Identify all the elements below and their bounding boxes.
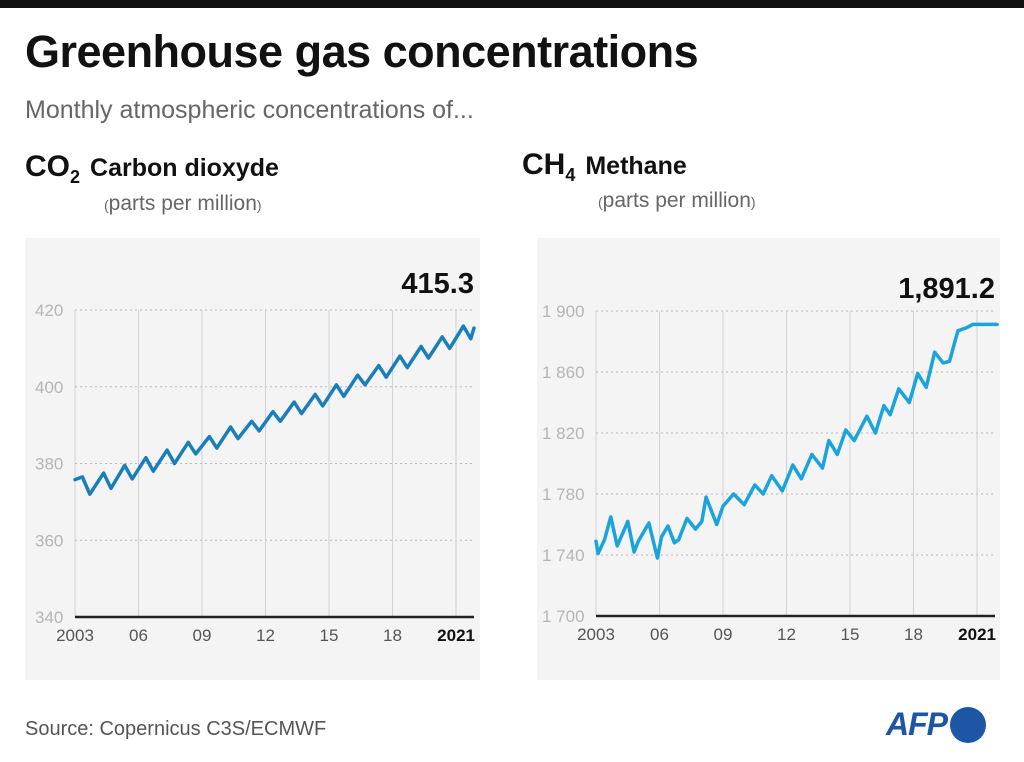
co2-chart-panel bbox=[25, 238, 480, 680]
ch4-name: Methane bbox=[585, 152, 687, 180]
co2-x-tick-label: 06 bbox=[129, 626, 148, 645]
ch4-y-tick-label: 1 700 bbox=[542, 607, 585, 626]
co2-x-tick-label: 2003 bbox=[56, 626, 94, 645]
co2-x-tick-label: 2021 bbox=[437, 626, 475, 645]
source-note: Source: Copernicus C3S/ECMWF bbox=[25, 718, 327, 740]
ch4-x-tick-label: 18 bbox=[904, 625, 923, 644]
co2-latest-value: 415.3 bbox=[401, 268, 474, 300]
top-bar bbox=[0, 0, 1024, 8]
ch4-x-tick-label: 12 bbox=[777, 625, 796, 644]
ch4-heading: CH4 Methane bbox=[522, 148, 687, 186]
co2-heading: CO2 Carbon dioxyde bbox=[25, 150, 279, 188]
co2-y-tick-label: 420 bbox=[35, 301, 63, 320]
co2-series-line bbox=[73, 324, 476, 496]
co2-y-tick-label: 360 bbox=[35, 531, 63, 550]
co2-name: Carbon dioxyde bbox=[90, 154, 279, 182]
ch4-series-line bbox=[594, 322, 999, 560]
co2-unit: (parts per million) bbox=[104, 192, 262, 215]
ch4-x-tick-label: 06 bbox=[650, 625, 669, 644]
ch4-y-tick-label: 1 820 bbox=[542, 424, 585, 443]
afp-logo: AFP bbox=[886, 706, 986, 743]
ch4-x-tick-label: 09 bbox=[714, 625, 733, 644]
ch4-formula: CH4 bbox=[522, 148, 576, 185]
page-subtitle: Monthly atmospheric concentrations of... bbox=[25, 96, 474, 124]
ch4-y-tick-label: 1 900 bbox=[542, 302, 585, 321]
co2-x-tick-label: 15 bbox=[320, 626, 339, 645]
co2-x-tick-label: 18 bbox=[383, 626, 402, 645]
ch4-latest-value: 1,891.2 bbox=[898, 273, 995, 305]
co2-y-tick-label: 400 bbox=[35, 378, 63, 397]
co2-y-tick-label: 380 bbox=[35, 455, 63, 474]
co2-x-tick-label: 09 bbox=[193, 626, 212, 645]
ch4-x-tick-label: 2003 bbox=[577, 625, 615, 644]
co2-formula: CO2 bbox=[25, 150, 81, 187]
ch4-x-tick-label: 2021 bbox=[958, 625, 996, 644]
ch4-unit: (parts per million) bbox=[598, 189, 756, 212]
ch4-chart-panel bbox=[537, 238, 1000, 680]
co2-y-tick-label: 340 bbox=[35, 608, 63, 627]
ch4-y-tick-label: 1 860 bbox=[542, 363, 585, 382]
ch4-y-tick-label: 1 740 bbox=[542, 546, 585, 565]
co2-x-tick-label: 12 bbox=[256, 626, 275, 645]
page-title: Greenhouse gas concentrations bbox=[25, 26, 699, 77]
ch4-x-tick-label: 15 bbox=[841, 625, 860, 644]
ch4-y-tick-label: 1 780 bbox=[542, 485, 585, 504]
